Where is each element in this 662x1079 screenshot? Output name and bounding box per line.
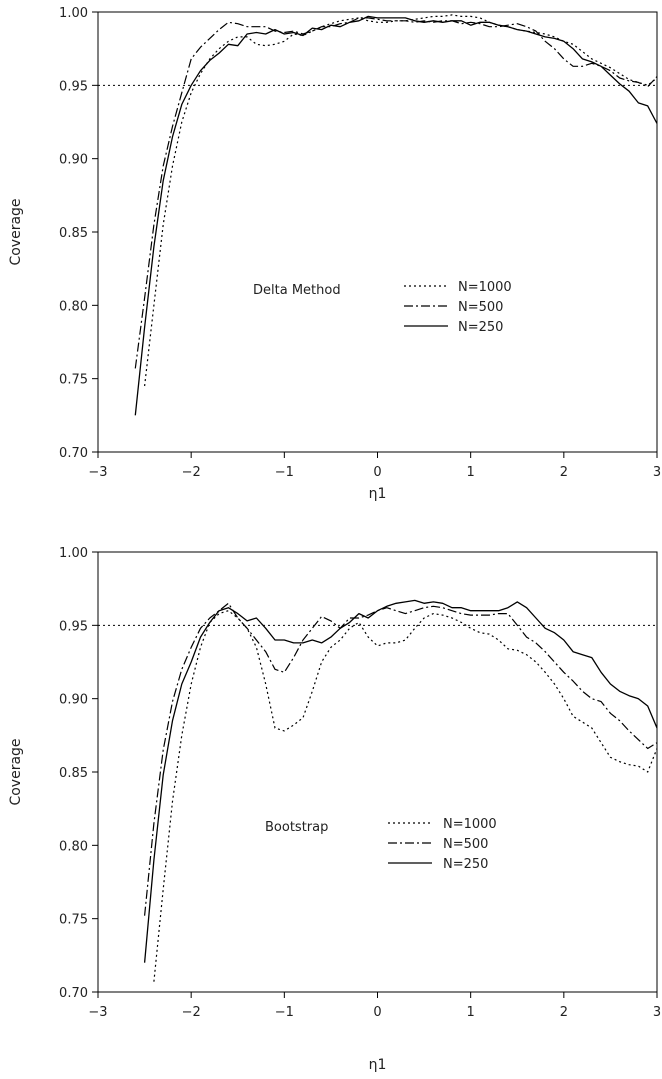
y-tick-label: 0.90 [59, 153, 88, 168]
y-tick-label: 1.00 [59, 6, 88, 21]
plot-frame [97, 11, 658, 453]
series-line-n-250 [143, 599, 658, 963]
x-tick-label: −3 [88, 465, 107, 480]
x-tick-label: 0 [373, 465, 381, 480]
series-line-n-1000 [153, 610, 658, 982]
chart-annotation: Bootstrap [265, 820, 328, 835]
chart-annotation: Delta Method [253, 283, 341, 298]
x-tick-label: 3 [653, 1005, 661, 1020]
series-line-n-250 [134, 15, 658, 416]
x-tick-label: 2 [560, 1005, 568, 1020]
legend-label: N=500 [458, 300, 503, 315]
y-tick-label: 0.95 [59, 79, 88, 94]
y-axis-label: Coverage [8, 198, 24, 265]
chart-panel-2: 0.70 0.75 0.80 0.85 0.90 0.95 1.00 −3 −2 −1 0 1 2 3 η1… [8, 546, 661, 1073]
y-tick-label: 0.85 [59, 226, 88, 241]
y-tick-label: 0.75 [59, 373, 88, 388]
x-tick-label: −3 [88, 1005, 107, 1020]
x-tick-label: 1 [467, 465, 475, 480]
y-tick-label: 0.70 [59, 986, 88, 1001]
y-tick-label: 1.00 [59, 546, 88, 561]
x-tick-label: 3 [653, 465, 661, 480]
legend-label: N=500 [443, 837, 488, 852]
y-axis-label: Coverage [8, 738, 24, 805]
series-line-n-500 [134, 17, 658, 369]
series-line-n-500 [144, 602, 658, 916]
chart-panel-1: 0.70 0.75 0.80 0.85 0.90 0.95 1.00 −3 −2 −1 0 1 2 3 η1… [8, 6, 661, 502]
x-tick-label: −2 [182, 1005, 201, 1020]
y-tick-label: 0.70 [59, 446, 88, 461]
y-tick-label: 0.80 [59, 839, 88, 854]
x-tick-label: 0 [373, 1005, 381, 1020]
y-tick-label: 0.95 [59, 619, 88, 634]
legend-label: N=1000 [443, 817, 497, 832]
x-tick-label: −1 [275, 1005, 294, 1020]
x-tick-label: 1 [467, 1005, 475, 1020]
x-tick-label: −1 [275, 465, 294, 480]
x-axis-label: η1 [369, 486, 387, 502]
x-axis-label: η1 [369, 1057, 387, 1073]
legend-label: N=250 [458, 320, 503, 335]
y-tick-label: 0.85 [59, 766, 88, 781]
x-tick-label: −2 [182, 465, 201, 480]
y-tick-label: 0.75 [59, 913, 88, 928]
plot-frame [97, 551, 658, 993]
y-tick-label: 0.80 [59, 299, 88, 314]
x-tick-label: 2 [560, 465, 568, 480]
series-line-n-1000 [144, 14, 658, 387]
legend-label: N=250 [443, 857, 488, 872]
legend-label: N=1000 [458, 280, 512, 295]
y-tick-label: 0.90 [59, 693, 88, 708]
